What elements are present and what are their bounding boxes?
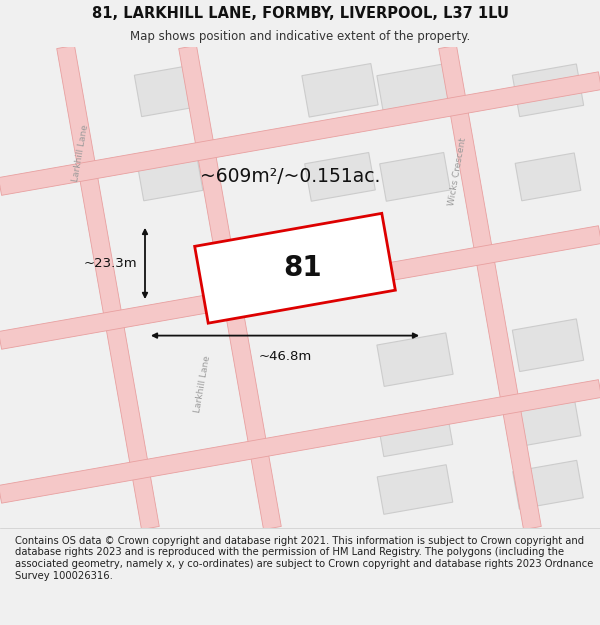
Polygon shape <box>512 319 584 371</box>
Polygon shape <box>512 64 584 117</box>
Text: 81: 81 <box>284 254 322 282</box>
Polygon shape <box>377 333 453 386</box>
Text: Contains OS data © Crown copyright and database right 2021. This information is : Contains OS data © Crown copyright and d… <box>15 536 593 581</box>
Polygon shape <box>439 46 541 529</box>
Polygon shape <box>377 64 453 117</box>
Polygon shape <box>0 226 600 349</box>
Text: 81, LARKHILL LANE, FORMBY, LIVERPOOL, L37 1LU: 81, LARKHILL LANE, FORMBY, LIVERPOOL, L3… <box>91 6 509 21</box>
Polygon shape <box>134 64 206 117</box>
Polygon shape <box>0 379 600 503</box>
Polygon shape <box>305 152 376 201</box>
Polygon shape <box>380 152 451 201</box>
Polygon shape <box>137 153 203 201</box>
Polygon shape <box>194 213 395 323</box>
Text: Larkhill Lane: Larkhill Lane <box>193 354 212 413</box>
Text: Map shows position and indicative extent of the property.: Map shows position and indicative extent… <box>130 30 470 43</box>
Text: ~609m²/~0.151ac.: ~609m²/~0.151ac. <box>200 168 380 186</box>
Polygon shape <box>57 46 159 529</box>
Text: Larkhill Lane: Larkhill Lane <box>71 124 90 182</box>
Text: ~46.8m: ~46.8m <box>259 349 311 362</box>
Polygon shape <box>302 64 378 117</box>
Polygon shape <box>377 465 453 514</box>
Text: ~23.3m: ~23.3m <box>83 257 137 270</box>
Polygon shape <box>0 72 600 196</box>
Polygon shape <box>515 398 581 446</box>
Polygon shape <box>377 407 453 457</box>
Text: Wicks Crescent: Wicks Crescent <box>447 138 468 207</box>
Polygon shape <box>515 153 581 201</box>
Polygon shape <box>512 461 583 509</box>
Polygon shape <box>179 46 281 529</box>
